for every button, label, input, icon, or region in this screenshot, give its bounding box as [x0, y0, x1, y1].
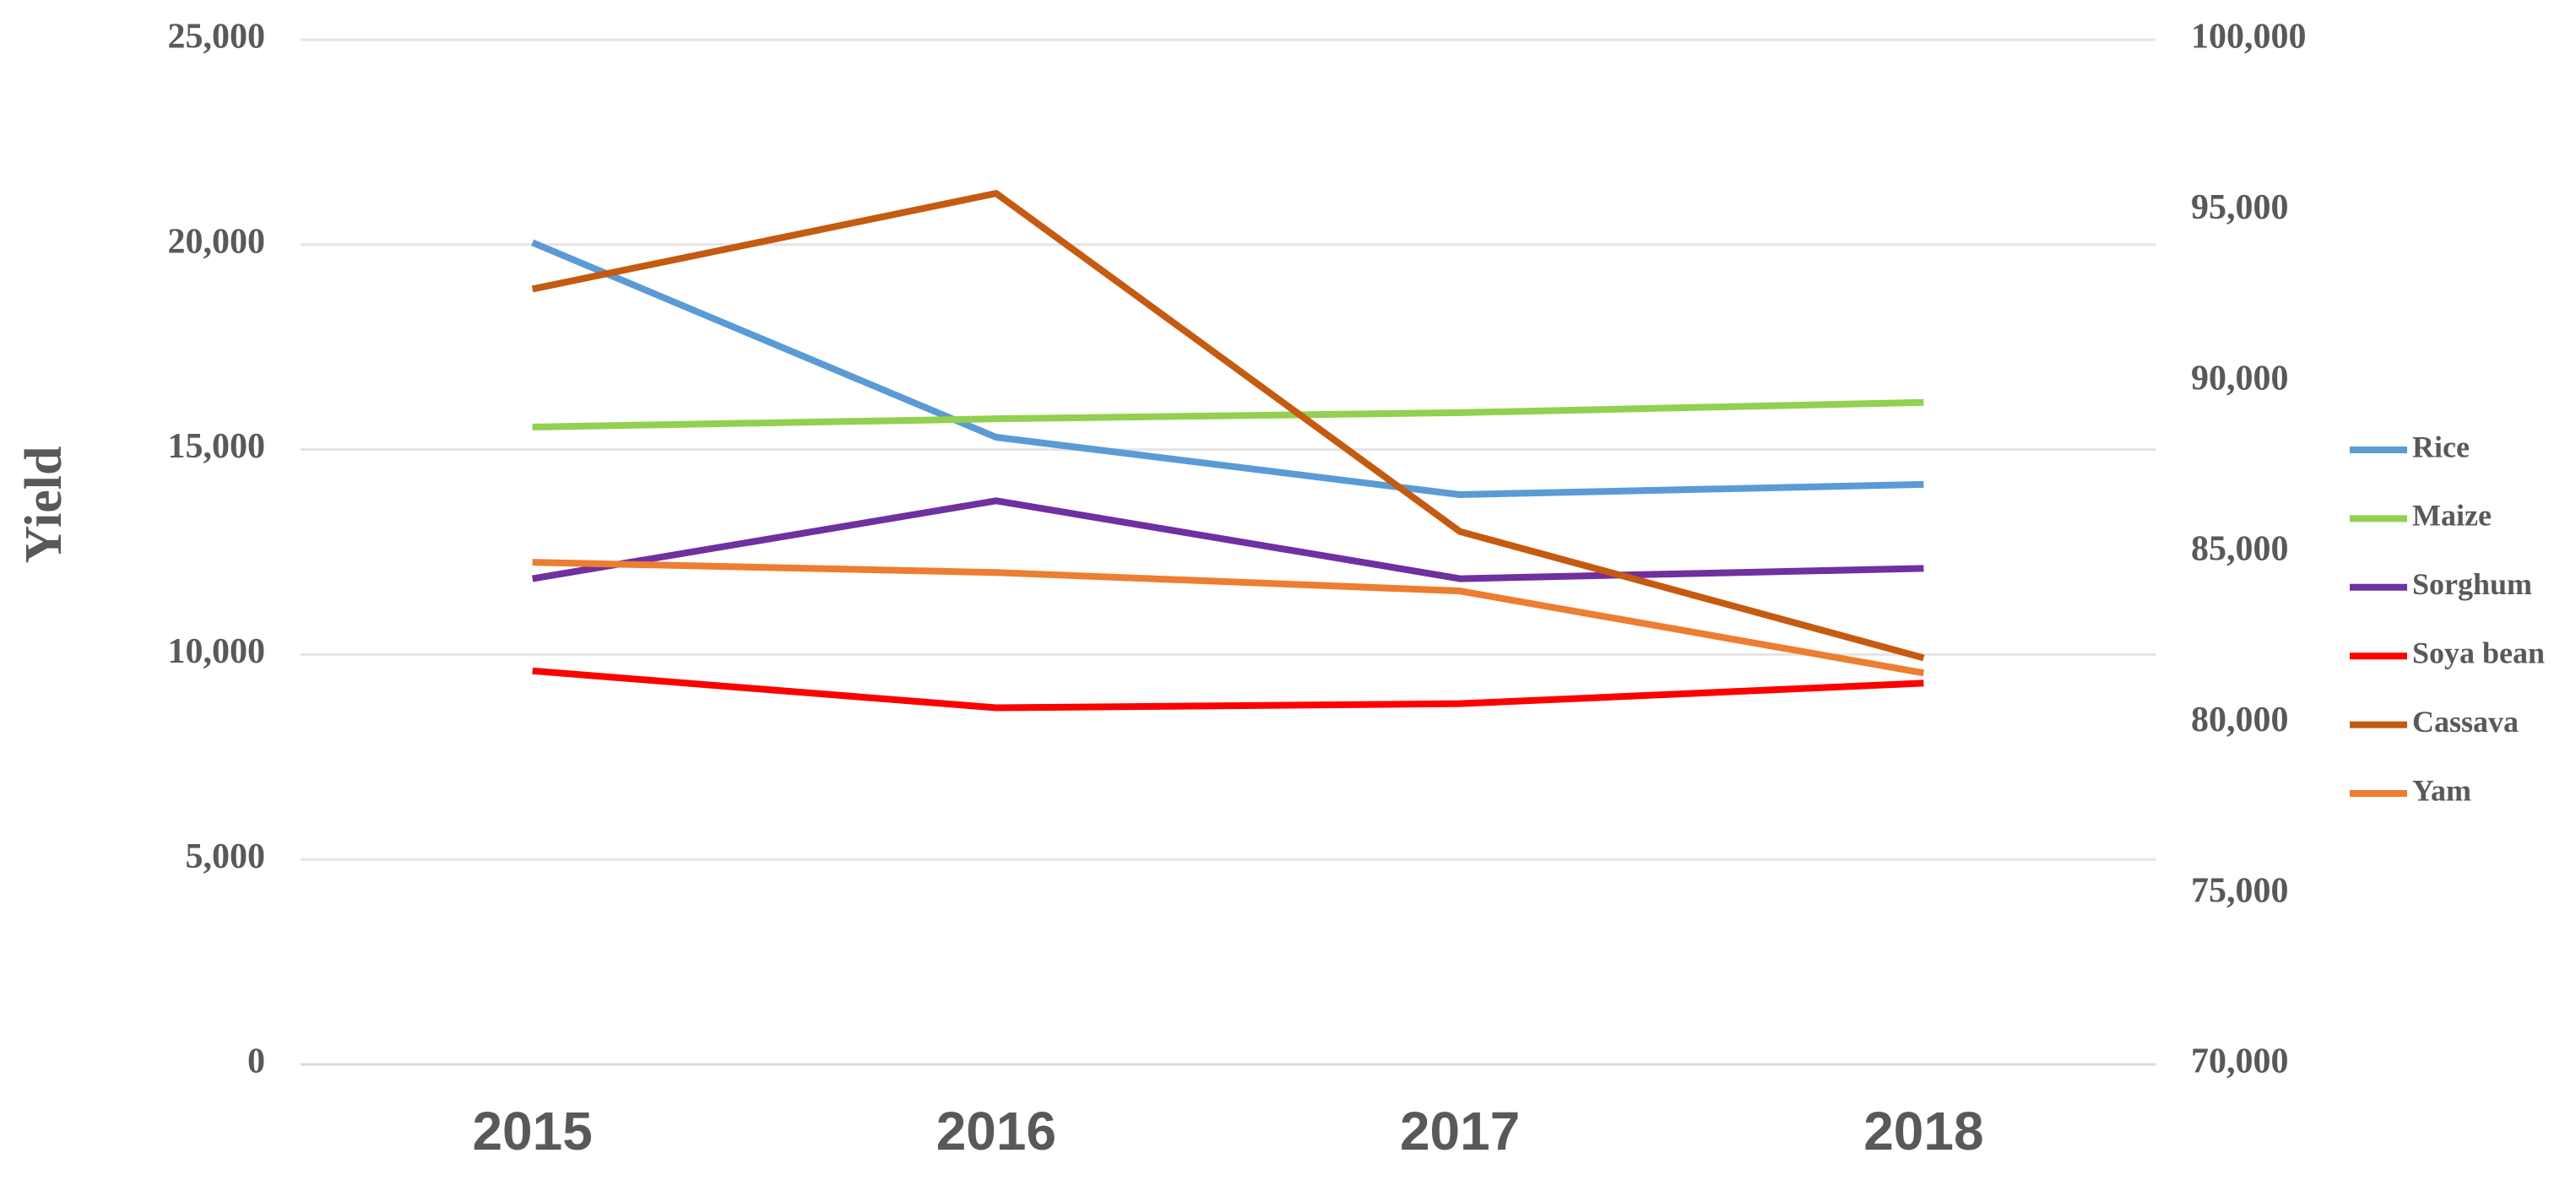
y2-tick-label: 70,000	[2191, 1042, 2289, 1081]
x-tick-label: 2016	[936, 1101, 1056, 1161]
legend-label: Sorghum	[2412, 567, 2532, 601]
y2-tick-label: 80,000	[2191, 701, 2289, 739]
series-line	[532, 559, 1925, 677]
y2-tick-label: 100,000	[2191, 18, 2307, 57]
y-tick-label: 0	[247, 1042, 265, 1081]
y2-tick-label: 75,000	[2191, 871, 2289, 910]
series-line	[532, 667, 1924, 712]
series-line	[531, 497, 1924, 582]
legend-label: Soya bean	[2412, 636, 2545, 669]
legend-label: Maize	[2412, 499, 2492, 533]
y-axis-title: Yield	[15, 447, 73, 564]
y-tick-label: 5,000	[186, 837, 266, 876]
series-line	[532, 398, 1924, 430]
x-tick-label: 2017	[1400, 1101, 1520, 1161]
x-tick-label: 2018	[1863, 1101, 1983, 1161]
legend-label: Cassava	[2412, 705, 2519, 739]
y-tick-label: 20,000	[168, 222, 266, 261]
y2-tick-label: 85,000	[2191, 530, 2289, 569]
legend-label: Rice	[2412, 430, 2470, 463]
y-tick-label: 15,000	[168, 427, 266, 466]
y-tick-label: 10,000	[168, 632, 266, 671]
y-tick-label: 25,000	[168, 18, 266, 57]
series-line	[531, 190, 1925, 662]
legend-label: Yam	[2412, 773, 2471, 807]
y2-tick-label: 95,000	[2191, 188, 2289, 227]
series-line	[531, 239, 1924, 499]
y2-tick-label: 90,000	[2191, 359, 2289, 398]
x-tick-label: 2015	[472, 1101, 592, 1161]
